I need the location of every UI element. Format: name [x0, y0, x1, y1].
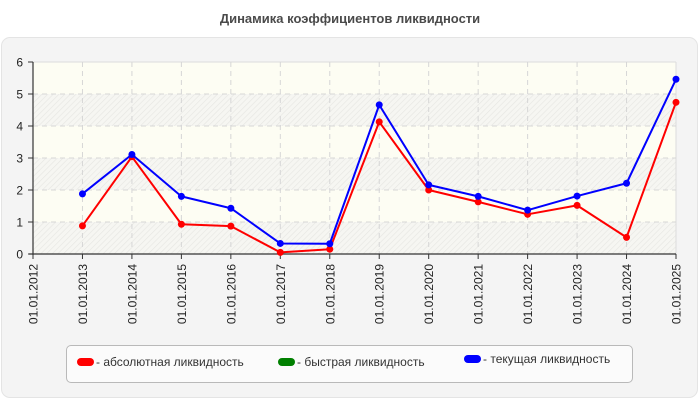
data-point[interactable]: [623, 233, 631, 241]
data-point[interactable]: [474, 198, 482, 206]
data-point[interactable]: [276, 239, 284, 247]
blue-swatch-icon: [464, 355, 481, 363]
legend-label: - быстрая ликвидность: [297, 355, 425, 369]
legend-label: - абсолютная ликвидность: [96, 355, 244, 369]
data-point[interactable]: [672, 98, 680, 106]
grid-lines: [33, 62, 676, 254]
legend-label: - текущая ликвидность: [483, 352, 611, 366]
x-tick-label: 01.01.2023: [571, 264, 585, 324]
data-point[interactable]: [227, 204, 235, 212]
y-tick-label: 5: [16, 88, 23, 102]
x-axis-ticks: 01.01.2012 01.01.2013 01.01.2014 01.01.2015…: [27, 254, 684, 324]
series-lines: [78, 75, 680, 256]
x-tick-label: 01.01.2017: [274, 264, 288, 324]
green-swatch-icon: [278, 358, 295, 366]
x-tick-label: 01.01.2024: [620, 264, 634, 324]
y-tick-label: 6: [16, 56, 23, 70]
data-point[interactable]: [524, 206, 532, 214]
y-axis-ticks: 0 1 2 3 4 5 6: [16, 56, 33, 262]
chart-title: Динамика коэффициентов ликвидности: [219, 11, 481, 26]
x-tick-label: 01.01.2014: [125, 264, 139, 324]
legend: - абсолютная ликвидность - быстрая ликви…: [66, 345, 633, 383]
data-point[interactable]: [276, 248, 284, 256]
data-point[interactable]: [425, 181, 433, 189]
legend-item-current[interactable]: - текущая ликвидность: [464, 352, 610, 366]
data-point[interactable]: [623, 179, 631, 187]
data-point[interactable]: [425, 186, 433, 194]
data-point[interactable]: [573, 192, 581, 200]
x-tick-label: 01.01.2020: [422, 264, 436, 324]
legend-item-quick[interactable]: - быстрая ликвидность: [278, 355, 425, 369]
data-point[interactable]: [177, 220, 185, 228]
data-point[interactable]: [326, 245, 334, 253]
x-tick-label: 01.01.2022: [521, 264, 535, 324]
x-tick-label: 01.01.2019: [373, 264, 387, 324]
data-point[interactable]: [128, 150, 136, 158]
y-tick-label: 3: [16, 152, 23, 166]
x-tick-label: 01.01.2012: [27, 264, 41, 324]
x-tick-label: 01.01.2025: [670, 264, 684, 324]
data-point[interactable]: [227, 222, 235, 230]
data-point[interactable]: [474, 192, 482, 200]
data-point[interactable]: [78, 190, 86, 198]
y-tick-label: 0: [16, 248, 23, 262]
legend-item-absolute[interactable]: - абсолютная ликвидность: [77, 355, 244, 369]
y-tick-label: 4: [16, 120, 23, 134]
data-point[interactable]: [672, 75, 680, 83]
data-point[interactable]: [573, 201, 581, 209]
y-tick-label: 1: [16, 216, 23, 230]
x-tick-label: 01.01.2013: [76, 264, 90, 324]
data-point[interactable]: [78, 222, 86, 230]
data-point[interactable]: [375, 101, 383, 109]
x-tick-label: 01.01.2015: [175, 264, 189, 324]
red-swatch-icon: [77, 358, 94, 366]
x-tick-label: 01.01.2021: [472, 264, 486, 324]
data-point[interactable]: [375, 118, 383, 126]
x-tick-label: 01.01.2016: [224, 264, 238, 324]
data-point[interactable]: [326, 240, 334, 248]
data-point[interactable]: [177, 192, 185, 200]
y-tick-label: 2: [16, 184, 23, 198]
x-tick-label: 01.01.2018: [323, 264, 337, 324]
